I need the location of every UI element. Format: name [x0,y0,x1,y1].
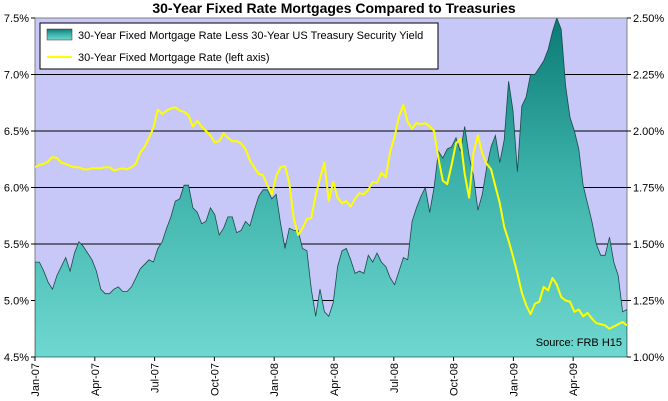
right-axis: 1.00% 1.25% 1.50% 1.75% 2.00% 2.25% 2.50% [627,13,664,364]
x-tick-label: Jul-08 [389,363,401,393]
x-tick-label: Oct-07 [209,363,221,396]
right-tick-label: 1.00% [633,352,664,364]
legend: 30-Year Fixed Mortgage Rate Less 30-Year… [39,22,439,70]
legend-label-spread: 30-Year Fixed Mortgage Rate Less 30-Year… [78,30,423,42]
right-tick-label: 2.25% [633,70,664,82]
left-tick-label: 4.5% [4,352,29,364]
x-tick-label: Apr-08 [329,363,341,396]
legend-label-rate: 30-Year Fixed Mortgage Rate (left axis) [78,52,270,64]
right-tick-label: 2.00% [633,126,664,138]
left-axis: 4.5% 5.0% 5.5% 6.0% 6.5% 7.0% 7.5% [4,13,35,364]
x-tick-label: Jul-07 [150,363,162,393]
left-tick-label: 7.0% [4,70,29,82]
x-tick-label: Oct-08 [449,363,461,396]
mortgage-rate-line [35,104,627,330]
legend-box [39,22,439,70]
right-tick-label: 1.50% [633,239,664,251]
spread-area-series [35,18,627,357]
left-tick-label: 6.5% [4,126,29,138]
right-tick-label: 1.25% [633,296,664,308]
left-tick-label: 5.0% [4,296,29,308]
source-note: Source: FRB H15 [536,337,622,349]
chart-title: 30-Year Fixed Rate Mortgages Compared to… [152,0,516,16]
mortgage-rate-series [35,104,627,330]
spread-area [35,18,627,357]
x-axis: Jan-07 Apr-07 Jul-07 Oct-07 Jan-08 Apr-08 Jul-… [30,357,580,397]
x-tick-label: Apr-07 [90,363,102,396]
x-tick-label: Jan-08 [269,363,281,397]
right-tick-label: 1.75% [633,183,664,195]
left-tick-label: 7.5% [4,13,29,25]
x-tick-label: Jan-09 [508,363,520,397]
x-tick-label: Apr-09 [568,363,580,396]
left-tick-label: 5.5% [4,239,29,251]
legend-swatch-spread [46,28,73,41]
x-tick-label: Jan-07 [30,363,42,397]
right-tick-label: 2.50% [633,13,664,25]
left-tick-label: 6.0% [4,183,29,195]
